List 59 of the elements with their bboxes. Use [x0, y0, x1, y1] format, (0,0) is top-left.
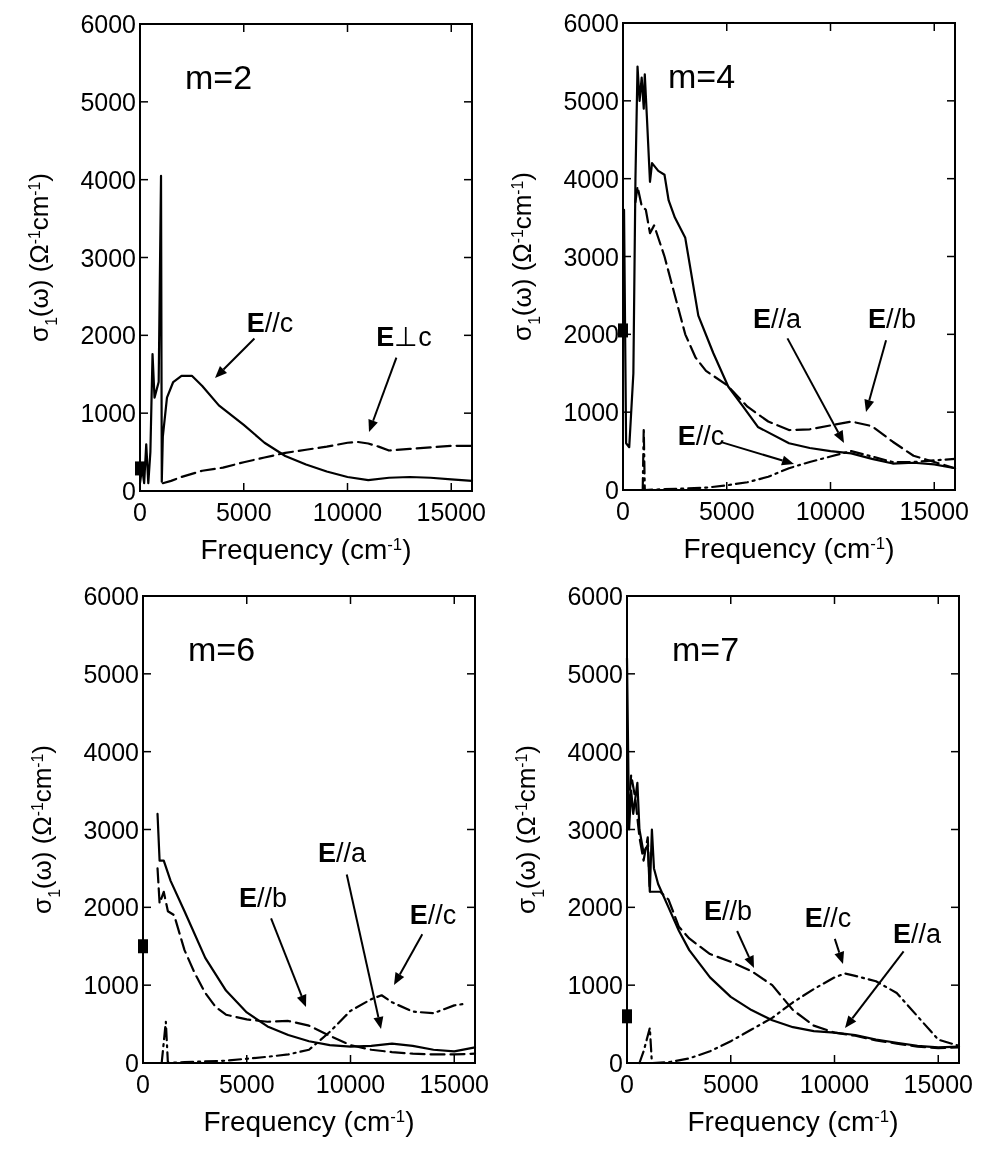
- y-tick-label: 6000: [83, 582, 139, 610]
- annotation: E⊥c: [376, 322, 432, 352]
- y-tick-label: 4000: [563, 164, 619, 193]
- y-tick-label: 6000: [563, 9, 619, 37]
- y-tick-label: 3000: [567, 815, 623, 844]
- y-tick-label: 4000: [567, 737, 623, 766]
- x-tick-label: 15000: [419, 1070, 490, 1098]
- y-tick-label: 2000: [80, 321, 136, 350]
- annotation: E//b: [867, 304, 917, 334]
- y-tick-label: 5000: [83, 659, 139, 688]
- x-axis-title: Frequency (cm$^{-1}$): [687, 1106, 899, 1137]
- x-tick-label: 5000: [218, 1070, 275, 1098]
- x-tick-label: 5000: [702, 1070, 759, 1098]
- y-tick-label: 5000: [567, 659, 623, 688]
- y-tick-label: 1000: [80, 399, 136, 428]
- y-tick-label: 2000: [563, 320, 619, 349]
- x-axis-title: Frequency (cm$^{-1}$): [683, 533, 895, 564]
- y-tick-label: 4000: [83, 737, 139, 766]
- x-tick-label: 10000: [315, 1070, 386, 1098]
- x-tick-label: 15000: [899, 497, 970, 525]
- text: m=2: [185, 58, 253, 96]
- y-tick-label: 6000: [80, 10, 136, 38]
- y-tick-label: 0: [122, 477, 136, 505]
- y-tick-label: 6000: [567, 582, 623, 610]
- y-tick-label: 1000: [567, 971, 623, 1000]
- text: m=7: [672, 630, 740, 668]
- x-tick-label: 5000: [698, 497, 755, 525]
- y-tick-label: 5000: [563, 86, 619, 115]
- y-tick-label: 2000: [83, 893, 139, 922]
- y-tick-label: 0: [609, 1049, 623, 1077]
- text: m=6: [188, 630, 256, 668]
- annotation: E//c: [246, 308, 294, 338]
- annotation: E//b: [238, 883, 288, 913]
- y-tick-label: 3000: [563, 242, 619, 271]
- annotation: E//c: [409, 900, 457, 930]
- annotation: E//a: [317, 838, 367, 868]
- x-tick-label: 10000: [799, 1070, 870, 1098]
- x-tick-label: 10000: [312, 498, 383, 526]
- y-tick-label: 4000: [80, 165, 136, 194]
- annotation: E//b: [703, 896, 753, 926]
- y-tick-label: 2000: [567, 893, 623, 922]
- y-tick-label: 1000: [83, 971, 139, 1000]
- x-tick-label: 10000: [795, 497, 866, 525]
- annotation: E//a: [752, 304, 802, 334]
- x-tick-label: 15000: [903, 1070, 974, 1098]
- annotation: E//c: [804, 903, 852, 933]
- text: m=4: [668, 57, 736, 95]
- annotation: E//a: [892, 919, 942, 949]
- x-tick-label: 5000: [215, 498, 272, 526]
- x-tick-label: 15000: [416, 498, 487, 526]
- annotation: E//c: [677, 421, 725, 451]
- y-tick-label: 0: [125, 1049, 139, 1077]
- y-tick-label: 1000: [563, 398, 619, 427]
- x-axis-title: Frequency (cm$^{-1}$): [203, 1106, 415, 1137]
- y-tick-label: 3000: [80, 243, 136, 272]
- y-tick-label: 3000: [83, 815, 139, 844]
- x-axis-title: Frequency (cm$^{-1}$): [200, 534, 412, 565]
- y-tick-label: 5000: [80, 87, 136, 116]
- y-tick-label: 0: [605, 476, 619, 504]
